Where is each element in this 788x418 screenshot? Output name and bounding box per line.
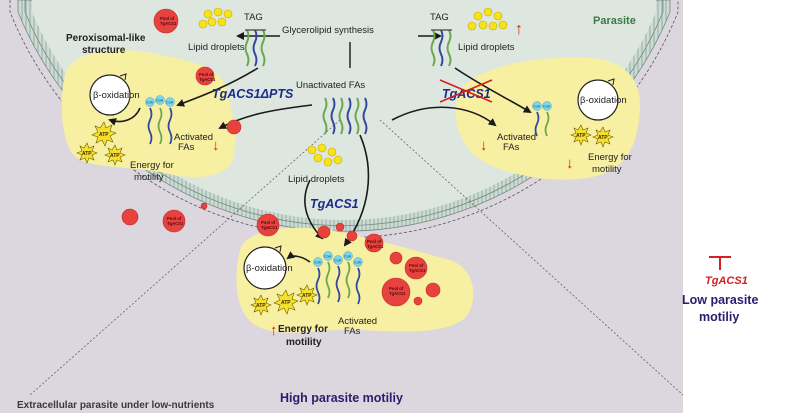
svg-text:TgACS1: TgACS1 (367, 244, 384, 249)
svg-text:CoA: CoA (156, 99, 164, 103)
svg-text:Pool of: Pool of (409, 263, 424, 268)
svg-text:CoA: CoA (324, 255, 332, 259)
svg-text:ATP: ATP (598, 135, 608, 141)
lipid-center-label: Lipid droplets (288, 174, 345, 185)
lipid-left-label: Lipid droplets (188, 42, 245, 53)
activated-right-1: Activated (497, 132, 536, 143)
acs1-inhib-label: TgACS1 (705, 275, 748, 287)
coa-tags-left: CoA CoA CoA (145, 95, 175, 107)
svg-text:ATP: ATP (110, 153, 120, 159)
svg-text:TgACS1: TgACS1 (261, 225, 278, 230)
svg-text:Pool of: Pool of (367, 239, 382, 244)
svg-text:Pool of: Pool of (389, 286, 404, 291)
energy-center-1: Energy for (278, 324, 328, 335)
svg-text:ATP: ATP (256, 303, 266, 309)
svg-text:CoA: CoA (354, 261, 362, 265)
svg-text:ATP: ATP (99, 132, 109, 138)
svg-text:TgACS1: TgACS1 (389, 291, 406, 296)
low-motility-1: Low parasite (682, 293, 758, 307)
tag-left-molecule (244, 29, 266, 67)
svg-text:Pool of: Pool of (261, 220, 276, 225)
lipid-right-up-arrow: ↑ (515, 21, 523, 38)
beta-ox-right-label: β-oxidation (580, 95, 627, 106)
svg-text:Pool of: Pool of (199, 72, 214, 77)
svg-text:CoA: CoA (166, 101, 174, 105)
beta-oxidation-cycle-left (89, 73, 131, 116)
svg-text:TgACS1: TgACS1 (199, 77, 216, 82)
lipid-right-label: Lipid droplets (458, 42, 515, 53)
svg-text:Pool of: Pool of (160, 16, 175, 21)
svg-text:ATP: ATP (281, 300, 291, 306)
beta-ox-left-label: β-oxidation (93, 90, 140, 101)
arrow-from-tag-right (454, 67, 532, 114)
lipid-droplets-right (467, 7, 508, 31)
svg-text:TgACS1: TgACS1 (167, 221, 184, 226)
activated-left-1: Activated (174, 132, 213, 143)
svg-text:TgACS1: TgACS1 (409, 268, 426, 273)
coa-chains-left (147, 107, 173, 145)
beta-oxidation-cycle-center (243, 245, 287, 290)
svg-text:CoA: CoA (314, 261, 322, 265)
atp-right-group: ATP ATP (570, 124, 614, 148)
energy-left-1: Energy for (130, 160, 174, 171)
coa-chains-right (534, 111, 550, 137)
energy-center-2: motility (286, 337, 322, 348)
energy-right-2: motility (592, 164, 622, 175)
svg-text:CoA: CoA (334, 259, 342, 263)
peroxisome-center (236, 227, 474, 333)
extracellular-label: Extracellular parasite under low-nutrien… (17, 400, 215, 411)
activated-left-down: ↓ (212, 137, 220, 154)
svg-text:CoA: CoA (344, 255, 352, 259)
lipid-droplets-center (307, 143, 343, 167)
acs1-cross-line-2 (439, 79, 493, 103)
energy-left-2: motility (134, 172, 164, 183)
acs1-center-label: TgACS1 (310, 197, 359, 211)
atp-left-group: ATP ATP ATP (76, 121, 126, 166)
coa-tags-center: CoA CoA CoA CoA CoA (313, 251, 363, 267)
svg-text:Pool of: Pool of (167, 216, 182, 221)
beta-ox-center-label: β-oxidation (246, 263, 293, 274)
activated-left-2: FAs (178, 142, 195, 153)
svg-text:CoA: CoA (533, 105, 541, 109)
unactivated-fas-label: Unactivated FAs (296, 80, 365, 91)
parasite-label: Parasite (593, 15, 636, 27)
energy-right-1: Energy for (588, 152, 632, 163)
tag-left-label: TAG (244, 12, 263, 23)
lipid-droplets-left (198, 7, 233, 29)
svg-text:ATP: ATP (302, 293, 312, 299)
tag-right-molecule (430, 29, 452, 67)
peroxisomal-label-2: structure (82, 45, 126, 56)
svg-text:TgACS1: TgACS1 (160, 21, 177, 26)
coa-chains-center (315, 261, 361, 305)
tag-right-label: TAG (430, 12, 449, 23)
svg-text:ATP: ATP (576, 133, 586, 139)
arrow-to-right-peroxisome (391, 106, 497, 127)
activated-right-2: FAs (503, 142, 520, 153)
pool-labels: Pool of TgACS1 Pool of TgACS1 Pool of Tg… (160, 16, 426, 296)
pool-markers (121, 8, 441, 307)
svg-text:ATP: ATP (82, 151, 92, 157)
peroxisomal-label-1: Peroxisomal-like (66, 33, 146, 44)
arrow-from-tag-left (176, 67, 259, 107)
energy-right-down: ↓ (566, 155, 574, 172)
glycerolipid-label: Glycerolipid synthesis (282, 25, 374, 36)
acs1-dpts-label: TgACS1ΔPTS (212, 87, 294, 101)
atp-center-group: ATP ATP ATP (250, 284, 318, 316)
arrow-droplets-to-center (304, 179, 324, 240)
inhibition-symbol (709, 256, 731, 270)
activated-right-down: ↓ (480, 137, 488, 154)
acs1-crossed-label: TgACS1 (442, 87, 491, 101)
high-motility-label: High parasite motiliy (280, 391, 403, 405)
activated-center-2: FAs (344, 326, 361, 337)
coa-tags-right: CoA CoA (532, 101, 552, 111)
activated-center-1: Activated (338, 316, 377, 327)
energy-center-up: ↑ (270, 322, 278, 339)
svg-text:CoA: CoA (146, 101, 154, 105)
svg-text:CoA: CoA (543, 105, 551, 109)
unactivated-fas-molecules (322, 97, 368, 135)
beta-oxidation-cycle-right (577, 78, 619, 121)
low-motility-2: motiliy (699, 310, 739, 324)
